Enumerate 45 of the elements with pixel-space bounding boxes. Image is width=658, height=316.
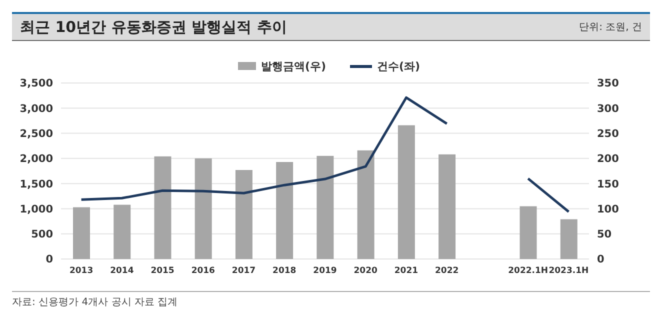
y2-tick-label: 150 [597,178,619,190]
y2-tick-label: 50 [597,228,612,241]
bar [357,150,374,259]
bar [276,162,294,259]
x-tick-label: 2017 [232,266,256,276]
x-tick-label: 2022 [435,266,459,276]
x-tick-label: 2018 [272,266,296,276]
x-tick-label: 2014 [110,266,134,276]
x-tick-label: 2013 [69,266,94,276]
bar [194,158,212,259]
y2-tick-label: 350 [597,78,619,90]
x-tick-label: 2019 [313,266,337,276]
y-tick-label: 1,000 [20,203,53,216]
y2-tick-label: 0 [597,254,604,266]
x-tick-label: 2015 [150,266,174,276]
bar [438,154,456,259]
y-tick-label: 3,500 [20,78,53,90]
x-tick-label: 2023.1H [548,266,589,276]
legend-label: 발행금액(우) [260,58,326,74]
bar [520,206,537,259]
y-tick-label: 500 [31,228,53,241]
x-tick-label: 2020 [354,266,378,276]
bar [398,125,415,259]
bar [154,156,172,259]
y2-tick-label: 100 [597,203,619,216]
x-tick-label: 2022.1H [508,266,548,276]
bar [114,204,131,259]
chart-title: 최근 10년간 유동화증권 발행실적 추이 [20,18,287,36]
bar [235,170,252,259]
y-tick-label: 0 [46,254,53,266]
legend-label: 건수(좌) [377,58,420,74]
bar [316,156,334,259]
bar [73,207,90,259]
y2-tick-label: 200 [597,153,619,166]
bar [560,219,578,259]
y2-tick-label: 300 [597,102,619,115]
y-tick-label: 2,000 [20,153,53,166]
y-tick-label: 1,500 [20,178,53,190]
x-tick-label: 2016 [191,266,216,276]
text: 단위: 조원, 건 [579,21,642,34]
y2-tick-label: 250 [597,128,619,140]
y-tick-label: 3,000 [20,102,53,115]
text: 자료: 신용평가 4개사 공시 자료 집계 [12,296,179,309]
x-tick-label: 2021 [394,266,418,276]
y-tick-label: 2,500 [20,128,53,140]
